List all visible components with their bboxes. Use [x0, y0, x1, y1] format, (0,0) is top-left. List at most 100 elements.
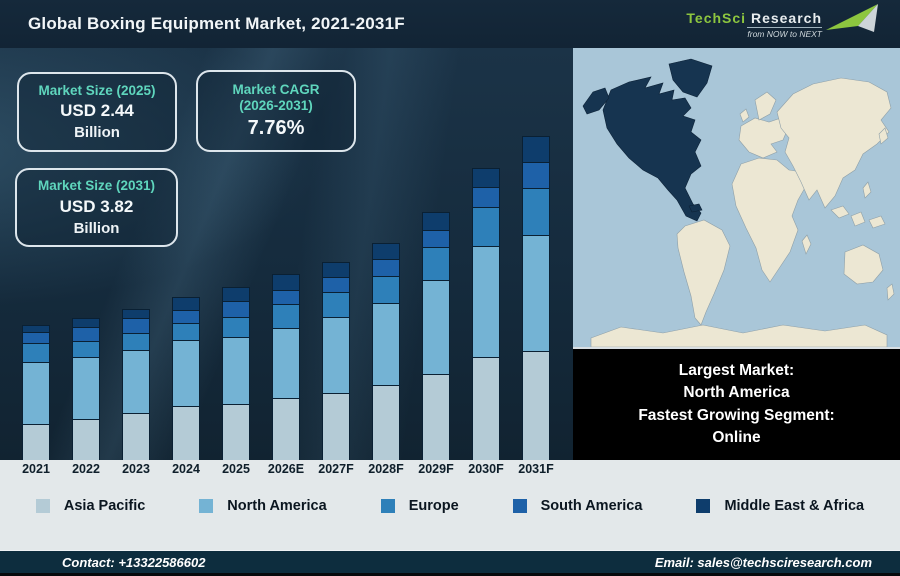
segment-middle-east-africa	[122, 309, 150, 318]
segment-europe	[272, 304, 300, 328]
stacked-bar	[522, 136, 550, 460]
map-panel: Largest Market: North America Fastest Gr…	[573, 48, 900, 460]
segment-middle-east-africa	[472, 168, 500, 187]
bar-2027f	[311, 136, 361, 460]
stacked-bar	[222, 287, 250, 460]
segment-north-america	[422, 280, 450, 374]
segment-north-america	[172, 340, 200, 406]
world-map	[573, 48, 900, 347]
market-cagr-period: (2026-2031)	[239, 98, 313, 113]
x-tick-2023: 2023	[122, 462, 150, 476]
x-tick-2029f: 2029F	[418, 462, 454, 476]
segment-asia-pacific	[22, 424, 50, 460]
logo-text: TechSci Research from NOW to NEXT	[686, 10, 822, 39]
arrow-icon	[826, 4, 878, 32]
map-alaska	[582, 87, 610, 115]
legend-label-middle-east-africa: Middle East & Africa	[724, 498, 865, 514]
market-size-2025-unit: Billion	[74, 124, 120, 142]
segment-north-america	[272, 328, 300, 398]
segment-south-america	[272, 290, 300, 304]
market-cagr-box: Market CAGR (2026-2031) 7.76%	[196, 70, 356, 152]
stacked-bar	[422, 212, 450, 460]
bar-2025	[211, 136, 261, 460]
market-size-2031-unit: Billion	[73, 219, 120, 237]
segment-north-america	[122, 350, 150, 413]
map-south-america	[676, 219, 731, 326]
segment-middle-east-africa	[322, 262, 350, 277]
segment-europe	[172, 323, 200, 340]
footer: Contact: +13322586602 Email: sales@techs…	[0, 550, 900, 576]
map-borneo	[850, 211, 866, 227]
legend-swatch-middle-east-africa	[696, 499, 711, 513]
segment-middle-east-africa	[422, 212, 450, 230]
market-size-2025-box: Market Size (2025) USD 2.44 Billion	[17, 72, 177, 152]
segment-north-america	[322, 317, 350, 393]
x-tick-2026e: 2026E	[267, 462, 305, 476]
map-antarctica	[590, 324, 888, 347]
market-size-2031-value: USD 3.82	[59, 196, 134, 216]
segment-south-america	[522, 162, 550, 188]
bar-2021	[11, 136, 61, 460]
segment-north-america	[222, 337, 250, 404]
bar-2031f	[511, 136, 561, 460]
bar-2024	[161, 136, 211, 460]
segment-asia-pacific	[172, 406, 200, 460]
techsci-logo: TechSci Research from NOW to NEXT	[686, 4, 890, 39]
market-size-2025-label: Market Size (2025)	[38, 82, 156, 98]
x-tick-2028f: 2028F	[368, 462, 404, 476]
segment-middle-east-africa	[172, 297, 200, 310]
segment-europe	[372, 276, 400, 303]
bottom-strip: 2021 2022 2023 2024 2025 2026E 2027F 2028F 2029F…	[0, 460, 900, 550]
map-britain	[739, 108, 750, 123]
bar-2028f	[361, 136, 411, 460]
map-north-america	[602, 76, 702, 222]
segment-europe	[222, 317, 250, 337]
segment-middle-east-africa	[72, 318, 100, 327]
x-tick-2031f: 2031F	[518, 462, 554, 476]
map-indonesia	[830, 205, 850, 219]
x-tick-2030f: 2030F	[468, 462, 504, 476]
segment-europe	[22, 343, 50, 362]
map-greenland	[668, 58, 713, 98]
footer-email: Email: sales@techsciresearch.com	[654, 554, 872, 570]
stacked-bar	[122, 309, 150, 460]
map-scandinavia	[754, 91, 777, 121]
map-asia	[776, 77, 892, 209]
segment-asia-pacific	[522, 351, 550, 460]
legend-item-asia-pacific: Asia Pacific	[35, 498, 145, 514]
map-africa	[731, 157, 807, 283]
segment-south-america	[322, 277, 350, 292]
market-size-2031-label: Market Size (2031)	[37, 178, 156, 194]
market-cagr-label: Market CAGR	[232, 82, 320, 98]
map-new-zealand	[886, 283, 895, 301]
x-tick-2025: 2025	[222, 462, 250, 476]
x-tick-2027f: 2027F	[318, 462, 354, 476]
segment-south-america	[122, 318, 150, 333]
page-title: Global Boxing Equipment Market, 2021-203…	[28, 14, 405, 33]
segment-europe	[122, 333, 150, 350]
segment-south-america	[422, 230, 450, 247]
map-europe	[738, 117, 790, 159]
map-new-guinea	[868, 215, 886, 229]
segment-middle-east-africa	[272, 274, 300, 290]
stacked-bar	[172, 297, 200, 460]
market-size-2031-box: Market Size (2031) USD 3.82 Billion	[15, 168, 178, 247]
legend-swatch-south-america	[512, 499, 527, 513]
stacked-bar	[272, 274, 300, 460]
segment-middle-east-africa	[22, 325, 50, 332]
segment-asia-pacific	[272, 398, 300, 460]
segment-europe	[322, 292, 350, 317]
segment-asia-pacific	[472, 357, 500, 460]
stacked-bar	[72, 318, 100, 460]
legend-item-north-america: North America	[199, 498, 327, 514]
segment-south-america	[172, 310, 200, 323]
segment-north-america	[372, 303, 400, 385]
segment-north-america	[472, 246, 500, 357]
segment-europe	[72, 341, 100, 357]
segment-middle-east-africa	[222, 287, 250, 301]
segment-south-america	[22, 332, 50, 343]
callout-line-2: North America	[683, 384, 790, 402]
header: Global Boxing Equipment Market, 2021-203…	[0, 0, 900, 48]
legend-label-north-america: North America	[227, 498, 327, 514]
map-madagascar	[801, 234, 812, 255]
